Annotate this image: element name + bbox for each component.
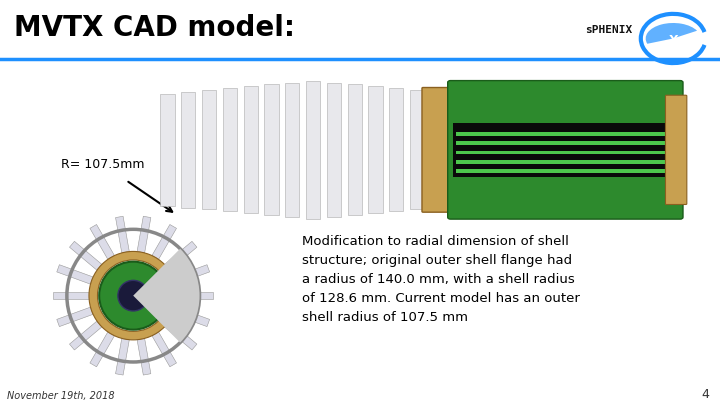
Bar [243, 86, 258, 213]
FancyBboxPatch shape [422, 87, 460, 212]
Bar [369, 86, 382, 213]
Polygon shape [115, 339, 130, 375]
FancyBboxPatch shape [665, 95, 687, 205]
Bar [389, 88, 403, 211]
Bar [264, 85, 279, 215]
Polygon shape [57, 307, 93, 326]
Bar [456, 132, 675, 136]
Bar [202, 90, 216, 209]
Polygon shape [137, 339, 151, 375]
Polygon shape [115, 216, 130, 253]
Bar [222, 88, 237, 211]
FancyBboxPatch shape [448, 81, 683, 219]
Polygon shape [70, 321, 102, 350]
Text: 4: 4 [701, 388, 709, 401]
Bar [327, 83, 341, 217]
Bar [453, 123, 678, 177]
Wedge shape [89, 252, 177, 340]
Polygon shape [165, 321, 197, 350]
Text: MVTX CAD model:: MVTX CAD model: [14, 14, 295, 43]
Bar [451, 94, 466, 206]
Bar [161, 94, 175, 206]
Polygon shape [177, 292, 213, 299]
Bar [456, 169, 675, 173]
Bar [181, 92, 195, 207]
Bar [456, 141, 675, 145]
Bar [410, 90, 424, 209]
Text: R= 107.5mm: R= 107.5mm [61, 158, 145, 171]
Polygon shape [152, 224, 176, 259]
Polygon shape [53, 292, 89, 299]
Polygon shape [90, 332, 114, 367]
Polygon shape [152, 332, 176, 367]
Polygon shape [70, 241, 102, 270]
Wedge shape [133, 249, 199, 343]
Polygon shape [90, 224, 114, 259]
Circle shape [99, 262, 167, 330]
Text: X: X [668, 34, 678, 47]
Polygon shape [137, 216, 151, 253]
Text: November 19th, 2018: November 19th, 2018 [7, 391, 114, 401]
Polygon shape [174, 307, 210, 326]
Bar [348, 85, 361, 215]
Polygon shape [165, 241, 197, 270]
Polygon shape [57, 265, 93, 284]
Bar [456, 151, 675, 154]
Bar [456, 160, 675, 164]
Text: Modification to radial dimension of shell
structure; original outer shell flange: Modification to radial dimension of shel… [302, 235, 580, 324]
Bar [285, 83, 300, 217]
Polygon shape [174, 265, 210, 284]
Text: sPHENIX: sPHENIX [585, 26, 632, 35]
Bar [306, 81, 320, 219]
Wedge shape [646, 23, 697, 44]
Circle shape [118, 280, 148, 311]
Bar [431, 92, 445, 207]
